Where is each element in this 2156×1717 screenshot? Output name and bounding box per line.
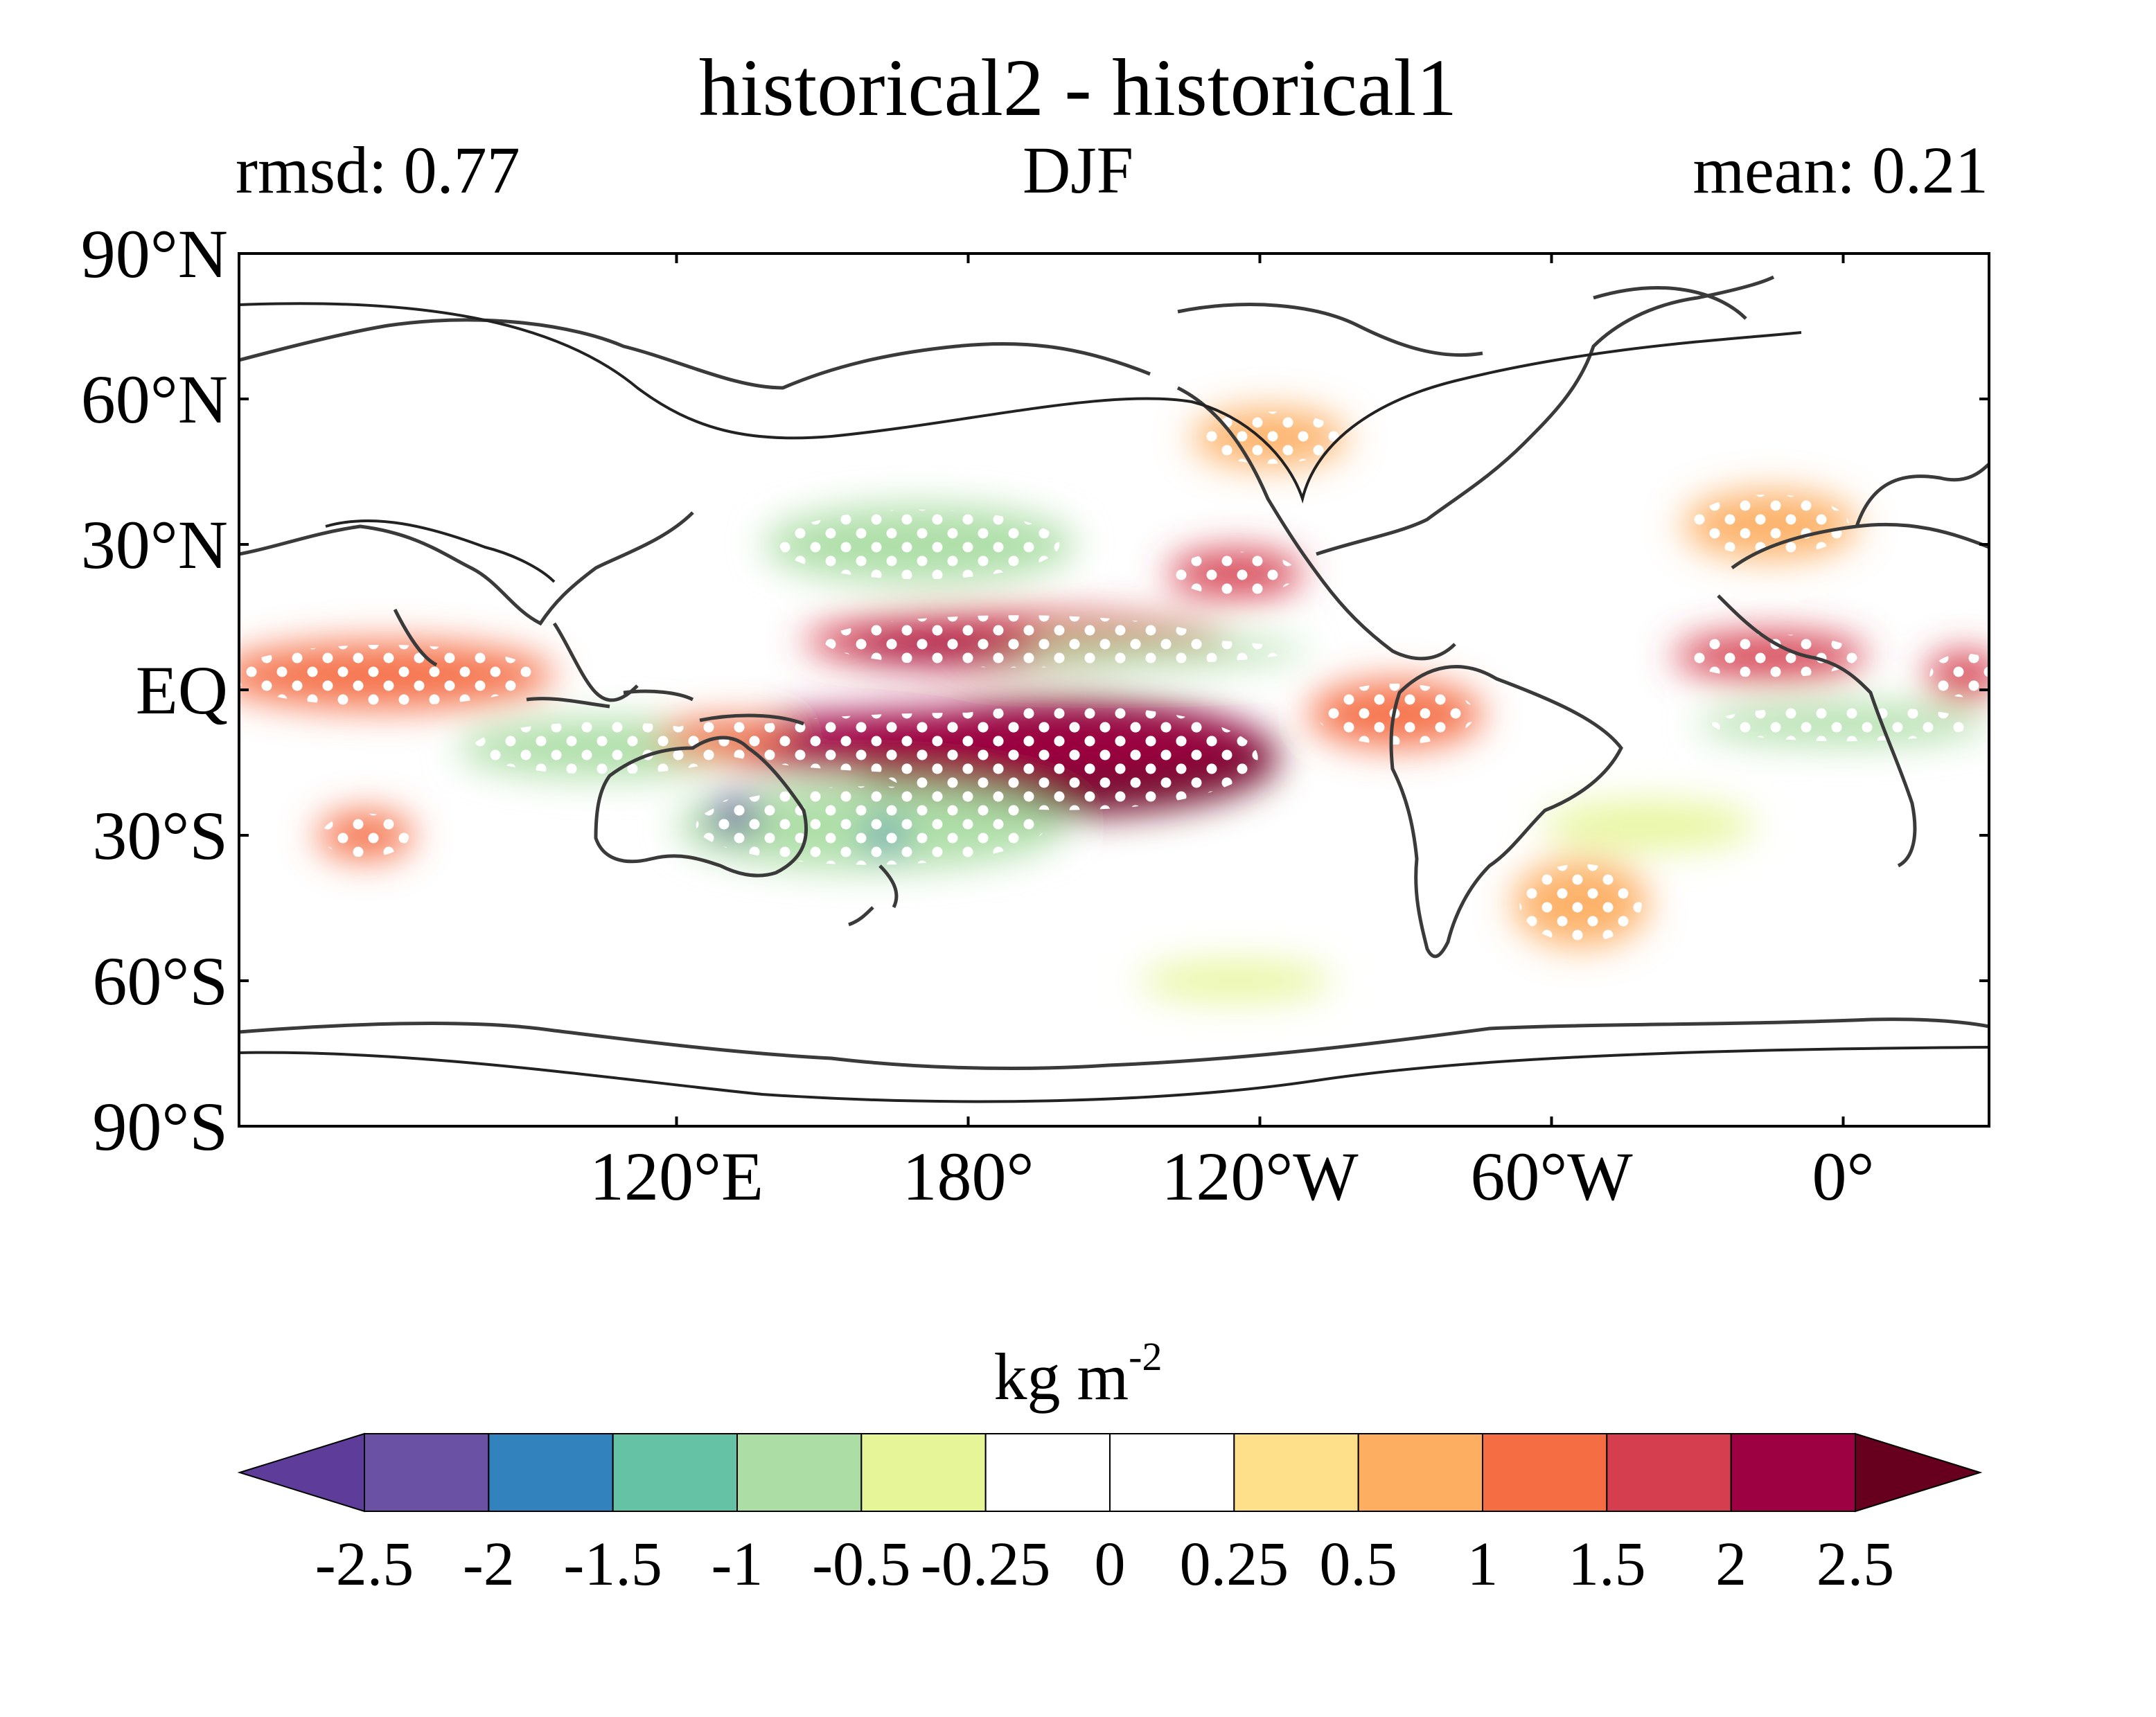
y-tick-label: 60°N [81,361,228,438]
y-tick-label: 90°S [92,1088,228,1165]
season-label: DJF [1022,133,1134,207]
new-zealand-coast [848,864,899,927]
y-tick-label: EQ [136,652,228,729]
arctic-coast [239,286,1747,390]
colorbar-extend-low [237,1432,365,1513]
stipple-patch-5 [1682,634,1858,678]
colorbar-box-0 [364,1433,490,1512]
x-tick-label: 60°W [1470,1138,1633,1215]
topography-contour-north [239,302,1802,504]
mean-label: mean: 0.21 [1693,133,1988,207]
colorbar-tick-label: 0.25 [1180,1530,1289,1599]
colorbar: -2.5 -2 -1.5 -1 -0.5 -0.25 0 0.25 0.5 1 1.5 2 2.5 [237,1432,1983,1599]
colorbar-box-2 [612,1433,739,1512]
colorbar-tick-label: -1 [712,1530,763,1599]
south-america-coast [1389,665,1623,959]
stipple-patch-20 [696,786,1046,865]
stipple-patch-10 [1199,411,1340,464]
colorbar-tick-label: -0.5 [812,1530,910,1599]
stipple-patch-1 [705,712,1231,774]
colorbar-tick-label: 2.5 [1817,1530,1895,1599]
x-tick-label: 120°W [1161,1138,1359,1215]
colorbar-extend-high [1855,1432,1983,1513]
significance-stippling [239,411,1989,943]
x-axis-ticks: 120°E 180° 120°W 60°W 0° [590,253,1875,1215]
colorbar-tick-label: -2.5 [315,1530,414,1599]
x-tick-label: 120°E [590,1138,763,1215]
asia-coast [239,511,694,702]
colorbar-box-8 [1357,1433,1483,1512]
map-plot: 120°E 180° 120°W 60°W 0° 90°N 60°N 30°N EQ 30°S 6… [81,215,1990,1215]
colorbar-box-11 [1730,1433,1857,1512]
colorbar-tick-label: 2 [1715,1530,1747,1599]
stipple-patch-12 [239,644,538,706]
rmsd-label: rmsd: 0.77 [236,133,520,207]
africa-eurasia-coast [1717,463,1989,868]
y-tick-label: 30°S [92,797,228,874]
y-tick-label: 90°N [81,215,228,292]
colorbar-units-label: kg m-2 [993,1334,1163,1414]
stipple-patch-16 [779,509,1060,580]
colorbar-box-5 [984,1433,1111,1512]
y-tick-label: 60°S [92,943,228,1020]
stipple-patch-19 [1712,706,1974,742]
colorbar-box-10 [1606,1433,1732,1512]
colorbar-box-6 [1109,1433,1235,1512]
stipple-patch-17 [472,722,735,774]
stipple-patch-6 [1929,653,1989,697]
colorbar-tick-label: 0.5 [1319,1530,1397,1599]
colorbar-tick-label: -2 [463,1530,515,1599]
colorbar-box-7 [1233,1433,1359,1512]
x-tick-label: 0° [1812,1138,1875,1215]
antarctica-coast [239,1017,1989,1071]
stipple-patch-18 [939,638,1289,664]
stipple-patch-4 [1174,551,1297,596]
colorbar-tick-label: 1.5 [1568,1530,1646,1599]
y-tick-label: 30°N [81,506,228,583]
colorbar-box-1 [488,1433,614,1512]
colorbar-box-9 [1482,1433,1608,1512]
topography-contour-tibet [325,519,556,583]
anomaly-region-15 [1138,961,1333,1000]
colorbar-tick-label: 0 [1095,1530,1126,1599]
anomaly-region-12 [1541,801,1756,850]
coastlines [239,275,1989,1103]
north-america-coast [1176,275,1775,661]
colorbar-box-3 [736,1433,863,1512]
stipple-patch-7 [321,813,409,857]
colorbar-tick-label: -1.5 [563,1530,662,1599]
stipple-patch-13 [1691,494,1849,556]
y-axis-ticks: 90°N 60°N 30°N EQ 30°S 60°S 90°S [81,215,1989,1165]
stipple-patch-9 [1317,683,1475,745]
colorbar-tick-label: 1 [1467,1530,1499,1599]
maritime-continent-coast [526,689,804,726]
colorbar-tick-label: -0.25 [921,1530,1050,1599]
antarctica-interior-contour [239,1046,1989,1103]
colorbar-box-4 [860,1433,987,1512]
australia-coast [594,736,808,878]
chart-title: historical2 - historical1 [698,42,1458,133]
x-tick-label: 180° [903,1138,1034,1215]
stipple-patch-11 [1519,864,1643,943]
